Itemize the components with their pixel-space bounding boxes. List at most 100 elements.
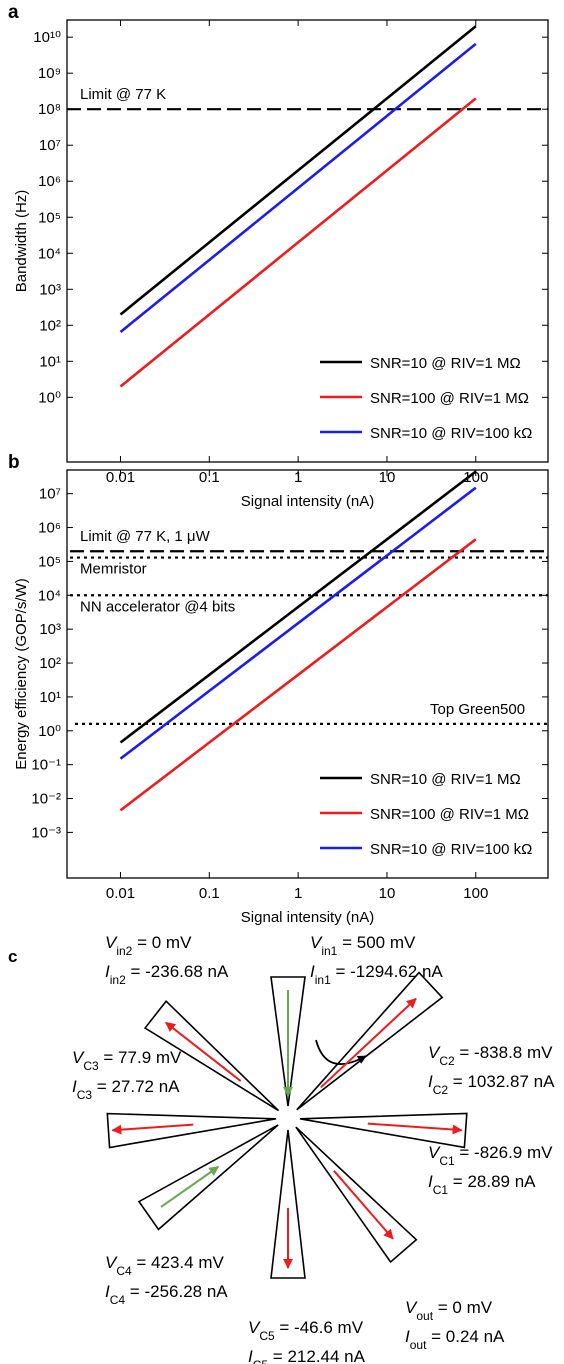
y-tick-label: 10¹ <box>39 689 61 706</box>
subscript: C4 <box>116 1264 132 1278</box>
subscript: out <box>410 1338 427 1352</box>
x-axis-label: Signal intensity (nA) <box>241 493 374 510</box>
panel-label: c <box>8 947 17 966</box>
terminal-voltage: VC3 = 77.9 mV <box>72 1048 182 1073</box>
electrode <box>295 1126 418 1264</box>
y-tick-label: 10⁴ <box>38 245 61 262</box>
subscript: C2 <box>439 1054 455 1068</box>
chart: b0.01 0.1 1 10 10010⁻³10⁻²10⁻¹10⁰10¹10²10³10… <box>8 452 549 926</box>
x-tick-label: 100 <box>463 469 488 486</box>
electrode <box>137 1124 279 1231</box>
subscript: in1 <box>315 973 331 987</box>
symbol: I <box>405 1327 410 1346</box>
data-line <box>119 538 477 812</box>
y-tick-label: 10³ <box>39 621 61 638</box>
subscript: C2 <box>433 1083 449 1097</box>
reference-label: Limit @ 77 K, 1 μW <box>80 528 211 545</box>
y-tick-label: 10⁻³ <box>31 824 61 841</box>
subscript: C5 <box>259 1329 275 1343</box>
legend-label: SNR=10 @ RIV=1 MΩ <box>370 355 521 372</box>
y-tick-label: 10¹⁰ <box>33 29 61 46</box>
reference-label: NN accelerator @4 bits <box>80 598 235 615</box>
terminal-current: Iin2 = -236.68 nA <box>105 962 229 987</box>
symbol: V <box>428 1043 441 1062</box>
chart: a 0.01 0.1 1 10 100 10⁰ 10¹ 10² 10³ 10⁴ 10⁵ 10⁶ 10⁷ 10… <box>8 2 549 510</box>
symbol: V <box>105 1253 118 1272</box>
x-tick-label: 0.1 <box>199 885 220 902</box>
x-tick-label: 1 <box>294 469 302 486</box>
reference-label: Limit @ 77 K <box>80 86 166 103</box>
y-tick-label: 10⁻¹ <box>31 757 61 774</box>
plot-frame <box>66 469 549 879</box>
symbol: V <box>105 933 118 952</box>
value: = -1294.62 nA <box>331 962 444 981</box>
legend-label: SNR=10 @ RIV=100 kΩ <box>370 841 532 858</box>
y-tick-label: 10⁻² <box>31 791 61 808</box>
value: = 500 mV <box>337 933 416 952</box>
reference-label: Memristor <box>80 561 147 578</box>
value: = -236.68 nA <box>126 962 229 981</box>
subscript: C5 <box>253 1358 269 1364</box>
electrode <box>270 976 306 1107</box>
panel-label: b <box>8 452 20 473</box>
value: = 0 mV <box>132 933 192 952</box>
current-arrow <box>333 1170 394 1240</box>
electrode <box>143 1000 280 1112</box>
data-line <box>119 486 477 760</box>
electrode <box>106 1112 277 1149</box>
plot-frame <box>66 19 549 463</box>
symbol: V <box>248 1318 261 1337</box>
reference-label: Top Green500 <box>430 701 525 718</box>
y-tick-label: 10⁰ <box>38 723 61 740</box>
symbol: V <box>405 1298 418 1317</box>
subscript: out <box>416 1309 433 1323</box>
electrode <box>270 1129 306 1279</box>
subscript: C4 <box>110 1293 126 1307</box>
terminal-current: IC1 = 28.89 nA <box>428 1172 536 1197</box>
y-tick-label: 10⁰ <box>38 389 61 406</box>
x-tick-label: 0.1 <box>199 469 220 486</box>
subscript: in2 <box>116 944 132 958</box>
y-tick-label: 10⁶ <box>38 520 61 537</box>
subscript: in1 <box>321 944 337 958</box>
subscript: C1 <box>433 1183 449 1197</box>
symbol: I <box>248 1347 253 1364</box>
y-tick-label: 10² <box>39 317 61 334</box>
value: = 27.72 nA <box>92 1077 180 1096</box>
x-tick-label: 10 <box>379 469 396 486</box>
symbol: I <box>105 1282 110 1301</box>
x-tick-label: 0.01 <box>106 885 135 902</box>
current-arrow <box>160 1165 220 1208</box>
y-tick-label: 10⁵ <box>38 553 61 570</box>
panel-label: a <box>8 2 19 23</box>
x-tick-label: 10 <box>379 885 396 902</box>
value: = -826.9 mV <box>455 1143 553 1162</box>
terminal-voltage: Vout = 0 mV <box>405 1298 493 1323</box>
value: = -838.8 mV <box>455 1043 553 1062</box>
y-tick-label: 10³ <box>39 281 61 298</box>
y-axis-label: Energy efficiency (GOP/s/W) <box>13 578 30 769</box>
y-tick-label: 10⁸ <box>38 101 61 118</box>
terminal-current: Iin1 = -1294.62 nA <box>310 962 443 987</box>
current-arrow <box>367 1122 463 1135</box>
value: = 0.24 nA <box>426 1327 505 1346</box>
subscript: C1 <box>439 1154 455 1168</box>
electrode <box>299 1112 468 1149</box>
terminal-current: IC3 = 27.72 nA <box>72 1077 180 1102</box>
current-arrow <box>320 997 417 1089</box>
symbol: I <box>310 962 315 981</box>
value: = -46.6 mV <box>275 1318 364 1337</box>
y-tick-label: 10² <box>39 655 61 672</box>
x-tick-label: 100 <box>463 885 488 902</box>
subscript: C3 <box>77 1088 93 1102</box>
terminal-voltage: VC5 = -46.6 mV <box>248 1318 364 1343</box>
value: = 212.44 nA <box>268 1347 366 1364</box>
data-line <box>119 470 477 744</box>
value: = 423.4 mV <box>132 1253 225 1272</box>
data-line <box>119 25 477 316</box>
x-tick-label: 1 <box>294 885 302 902</box>
y-tick-label: 10⁵ <box>38 209 61 226</box>
symbol: I <box>72 1077 77 1096</box>
